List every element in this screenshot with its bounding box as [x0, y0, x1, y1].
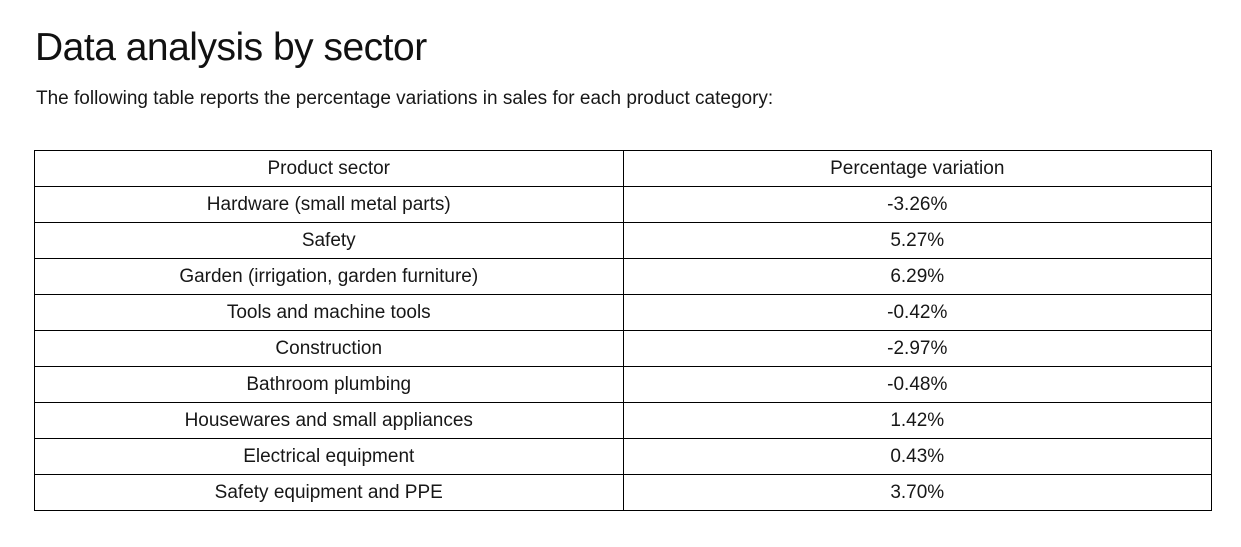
- table-row: Construction -2.97%: [34, 330, 1212, 367]
- variation-cell: -2.97%: [622, 330, 1212, 367]
- sector-cell: Safety equipment and PPE: [34, 474, 624, 511]
- page-title: Data analysis by sector: [35, 26, 427, 69]
- table-row: Garden (irrigation, garden furniture) 6.…: [34, 258, 1212, 295]
- table-row: Hardware (small metal parts) -3.26%: [34, 186, 1212, 223]
- sector-cell: Garden (irrigation, garden furniture): [34, 258, 624, 295]
- sector-cell: Bathroom plumbing: [34, 366, 624, 403]
- variation-cell: 1.42%: [622, 402, 1212, 439]
- table-row: Safety equipment and PPE 3.70%: [34, 474, 1212, 511]
- sector-cell: Hardware (small metal parts): [34, 186, 624, 223]
- variation-cell: -0.48%: [622, 366, 1212, 403]
- variation-cell: 5.27%: [622, 222, 1212, 259]
- table-row: Bathroom plumbing -0.48%: [34, 366, 1212, 403]
- column-header-percentage-variation: Percentage variation: [622, 150, 1212, 187]
- sector-cell: Electrical equipment: [34, 438, 624, 475]
- table-header-row: Product sector Percentage variation: [34, 150, 1212, 187]
- sector-variation-table: Product sector Percentage variation Hard…: [34, 150, 1212, 511]
- table-row: Housewares and small appliances 1.42%: [34, 402, 1212, 439]
- sector-cell: Housewares and small appliances: [34, 402, 624, 439]
- table-row: Tools and machine tools -0.42%: [34, 294, 1212, 331]
- sector-cell: Safety: [34, 222, 624, 259]
- variation-cell: -3.26%: [622, 186, 1212, 223]
- table-row: Safety 5.27%: [34, 222, 1212, 259]
- variation-cell: 3.70%: [622, 474, 1212, 511]
- intro-text: The following table reports the percenta…: [36, 88, 774, 109]
- table-row: Electrical equipment 0.43%: [34, 438, 1212, 475]
- sector-cell: Construction: [34, 330, 624, 367]
- variation-cell: 6.29%: [622, 258, 1212, 295]
- column-header-product-sector: Product sector: [34, 150, 624, 187]
- variation-cell: -0.42%: [622, 294, 1212, 331]
- sector-cell: Tools and machine tools: [34, 294, 624, 331]
- variation-cell: 0.43%: [622, 438, 1212, 475]
